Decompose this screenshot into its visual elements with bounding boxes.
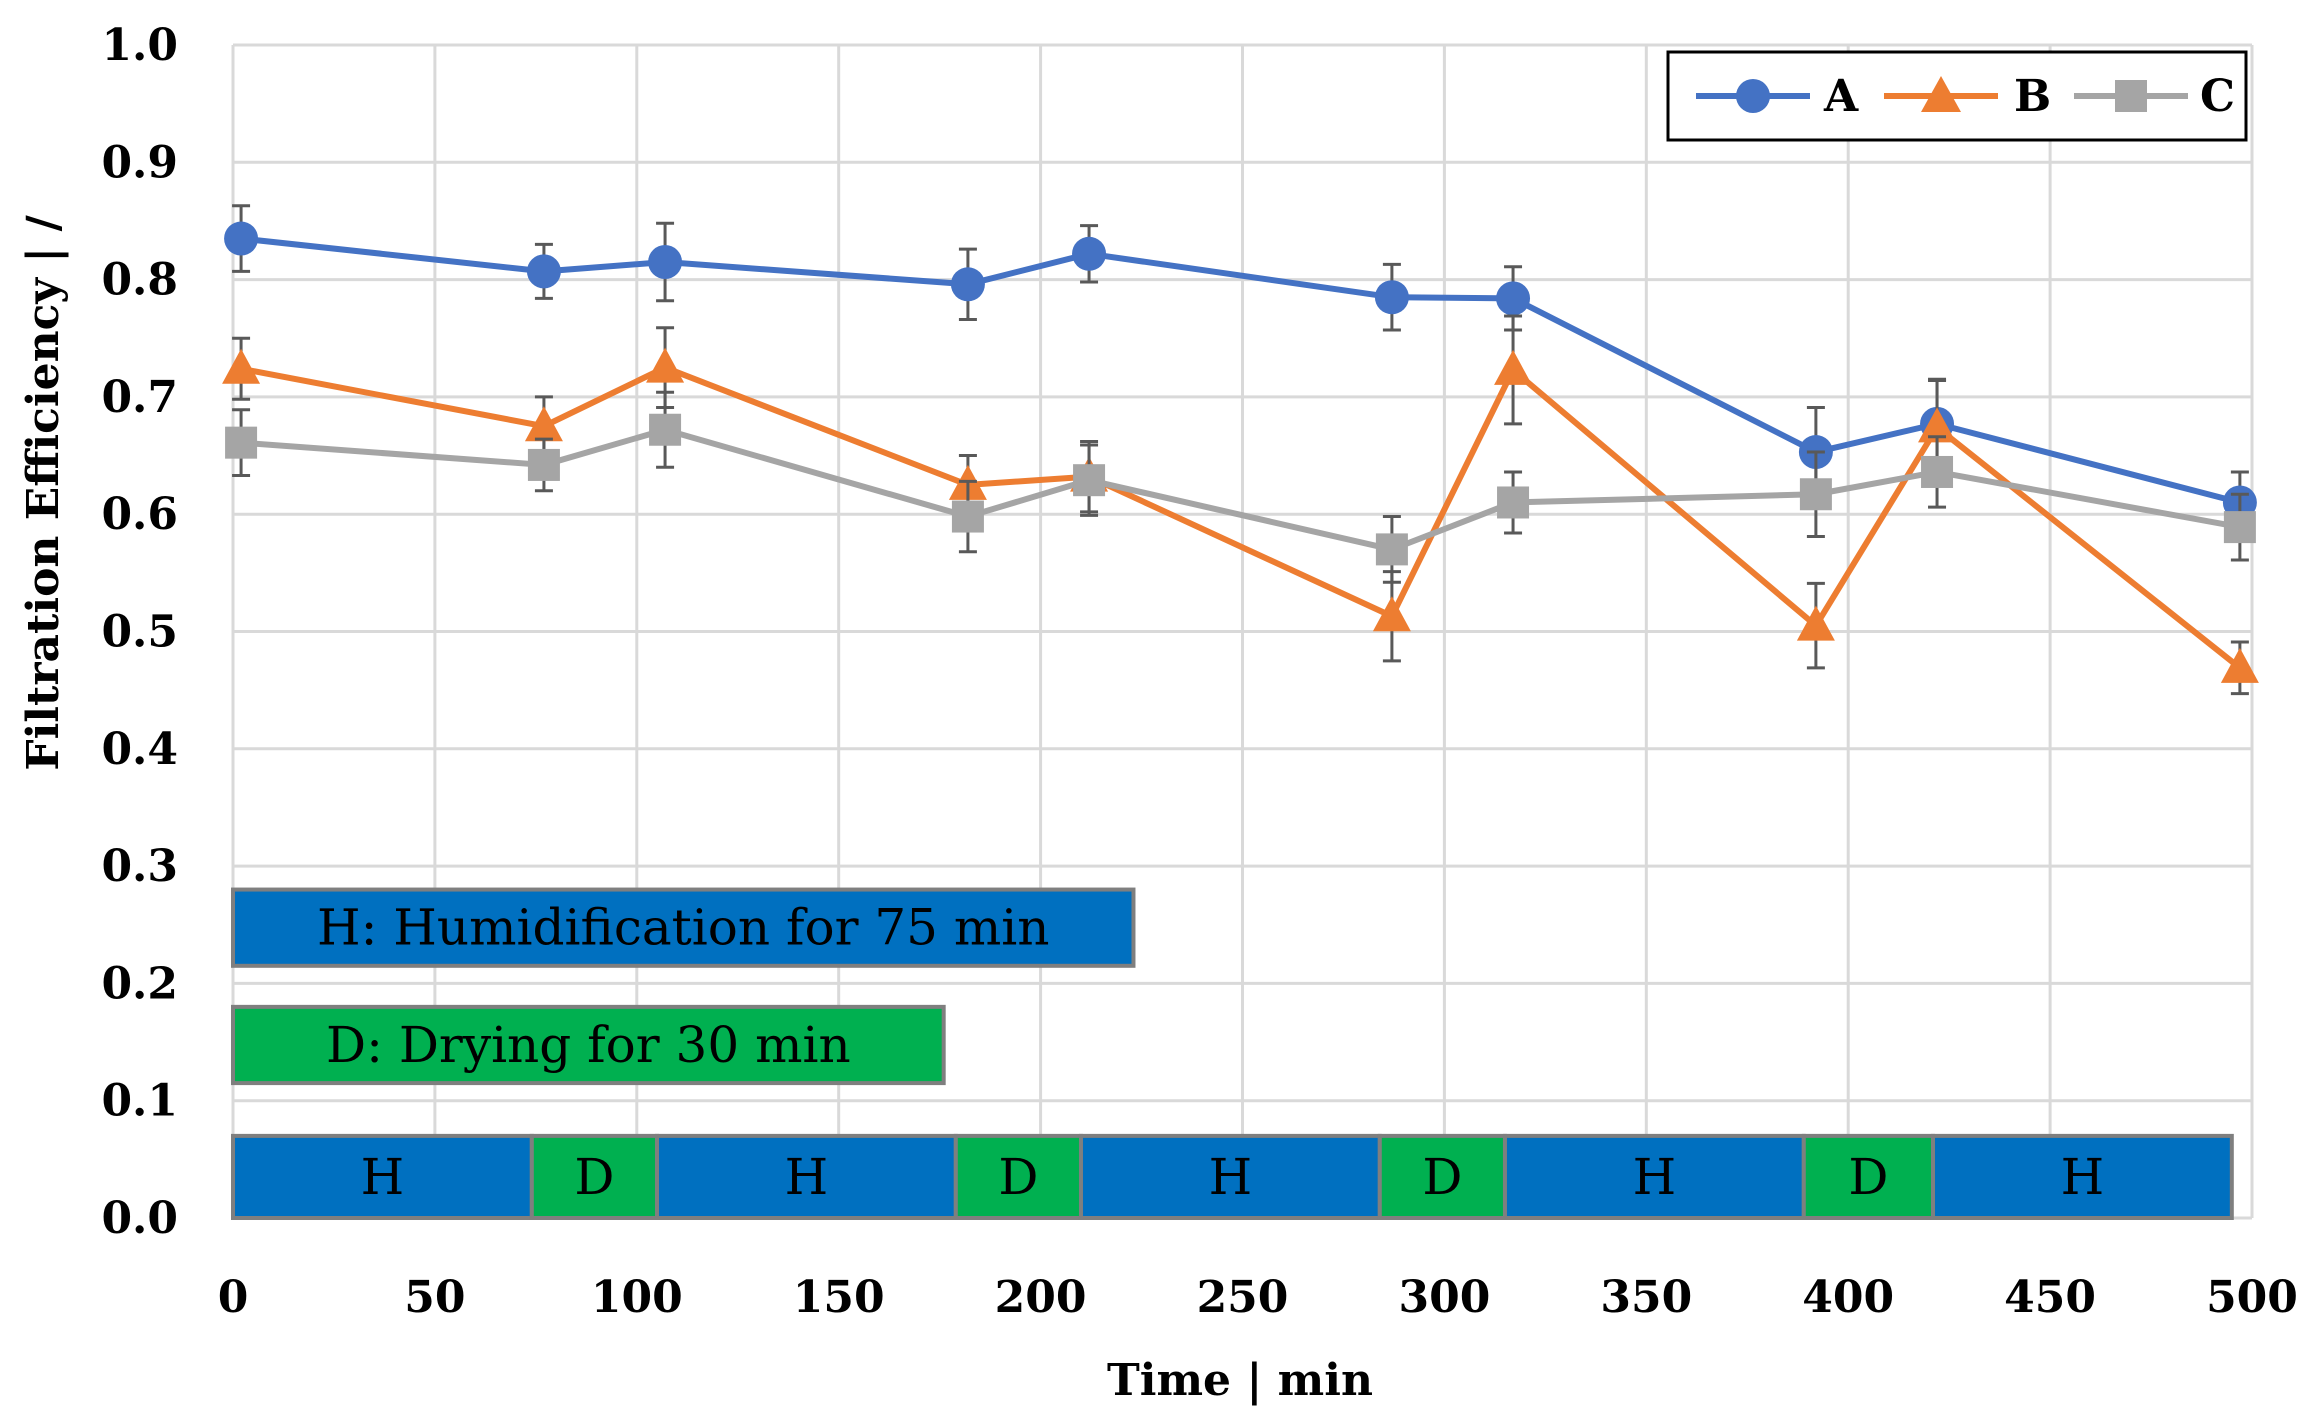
phase-label-7: D xyxy=(1848,1148,1888,1206)
y-tick-label-5: 0.5 xyxy=(101,607,178,658)
data-point-c-5 xyxy=(1375,533,1408,566)
x-tick-label-5: 250 xyxy=(1197,1272,1289,1323)
phase-label-3: D xyxy=(998,1148,1038,1206)
data-point-c-9 xyxy=(2223,511,2256,544)
data-point-a-5 xyxy=(1374,280,1409,315)
phase-label-2: H xyxy=(785,1148,829,1206)
legend-marker-c xyxy=(2115,80,2147,112)
x-tick-label-0: 0 xyxy=(218,1272,249,1323)
data-point-a-1 xyxy=(526,254,561,289)
annotation-label-1: D: Drying for 30 min xyxy=(326,1016,851,1074)
annotation-box-1 xyxy=(231,1004,946,1086)
x-tick-label-8: 400 xyxy=(1802,1272,1894,1323)
annotation-box-0 xyxy=(231,887,1136,968)
x-tick-label-3: 150 xyxy=(793,1272,885,1323)
y-tick-label-3: 0.3 xyxy=(101,841,178,892)
phase-label-6: H xyxy=(1633,1148,1677,1206)
series-line-c xyxy=(240,426,2241,553)
data-point-c-8 xyxy=(1921,455,1954,488)
series-line-a xyxy=(240,235,2241,506)
phase-label-5: D xyxy=(1422,1148,1462,1206)
x-tick-label-10: 500 xyxy=(2206,1272,2298,1323)
phase-label-4: H xyxy=(1209,1148,1253,1206)
data-point-b-8 xyxy=(1918,407,1957,443)
data-point-c-1 xyxy=(527,448,560,481)
data-point-c-7 xyxy=(1799,478,1832,511)
data-point-a-2 xyxy=(648,245,683,280)
data-point-c-3 xyxy=(951,500,984,533)
phase-label-0: H xyxy=(361,1148,405,1206)
legend-label-c: C xyxy=(2200,71,2235,122)
x-axis-title: Time | min xyxy=(1107,1355,1373,1406)
data-point-b-6 xyxy=(1494,349,1533,385)
series-line-b xyxy=(240,364,2242,671)
phase-label-8: H xyxy=(2061,1148,2105,1206)
y-tick-label-9: 0.9 xyxy=(101,137,178,188)
data-point-b-7 xyxy=(1796,605,1835,641)
phase-band-0 xyxy=(231,1133,534,1221)
x-tick-label-6: 300 xyxy=(1398,1272,1490,1323)
x-tick-label-9: 450 xyxy=(2004,1272,2096,1323)
phase-band-3 xyxy=(953,1133,1083,1221)
legend-marker-b xyxy=(1921,76,1961,112)
data-point-b-1 xyxy=(524,406,563,442)
legend-label-b: B xyxy=(2014,71,2051,122)
data-point-b-5 xyxy=(1372,596,1411,632)
phase-band-6 xyxy=(1502,1133,1806,1221)
y-tick-label-10: 1.0 xyxy=(101,20,178,71)
data-point-a-3 xyxy=(950,267,985,302)
phase-band-8 xyxy=(1930,1133,2234,1221)
y-tick-label-0: 0.0 xyxy=(101,1193,178,1244)
data-point-a-4 xyxy=(1072,236,1107,271)
phase-band-1 xyxy=(529,1133,659,1221)
data-point-c-4 xyxy=(1073,464,1106,497)
x-tick-label-2: 100 xyxy=(591,1272,683,1323)
data-point-a-6 xyxy=(1496,281,1531,316)
data-point-c-6 xyxy=(1497,486,1530,519)
y-tick-label-2: 0.2 xyxy=(101,958,178,1009)
data-point-c-0 xyxy=(225,426,258,459)
annotation-label-0: H: Humidification for 75 min xyxy=(317,899,1050,957)
data-point-b-2 xyxy=(646,347,685,383)
series-group xyxy=(222,204,2259,696)
data-point-c-2 xyxy=(649,413,682,446)
legend: A B C xyxy=(1666,50,2248,142)
x-tick-label-7: 350 xyxy=(1600,1272,1692,1323)
phase-band-7 xyxy=(1801,1133,1935,1221)
x-tick-label-1: 50 xyxy=(404,1272,465,1323)
x-tick-label-4: 200 xyxy=(995,1272,1087,1323)
data-point-a-0 xyxy=(224,221,259,256)
legend-marker-a xyxy=(1736,79,1770,113)
data-point-b-0 xyxy=(222,348,261,384)
y-tick-label-6: 0.6 xyxy=(101,489,178,540)
y-axis-title: Filtration Efficiency | / xyxy=(18,214,69,770)
y-tick-label-7: 0.7 xyxy=(101,372,178,423)
phase-band-5 xyxy=(1377,1133,1507,1221)
y-tick-label-4: 0.4 xyxy=(101,724,178,775)
annotation-boxes: H: Humidification for 75 min D: Drying fo… xyxy=(231,887,1136,1086)
y-tick-label-1: 0.1 xyxy=(101,1076,178,1127)
data-point-b-9 xyxy=(2220,647,2259,683)
x-axis-ticks: 0 50 100 150 200 250 300 350 400 450 500 xyxy=(218,1272,2298,1323)
phase-label-1: D xyxy=(574,1148,614,1206)
phase-band-2 xyxy=(654,1133,958,1221)
legend-label-a: A xyxy=(1823,71,1859,122)
y-tick-label-8: 0.8 xyxy=(101,255,178,306)
y-axis-ticks: 0.0 0.1 0.2 0.3 0.4 0.5 0.6 0.7 0.8 0.9 1.0 xyxy=(101,20,178,1244)
